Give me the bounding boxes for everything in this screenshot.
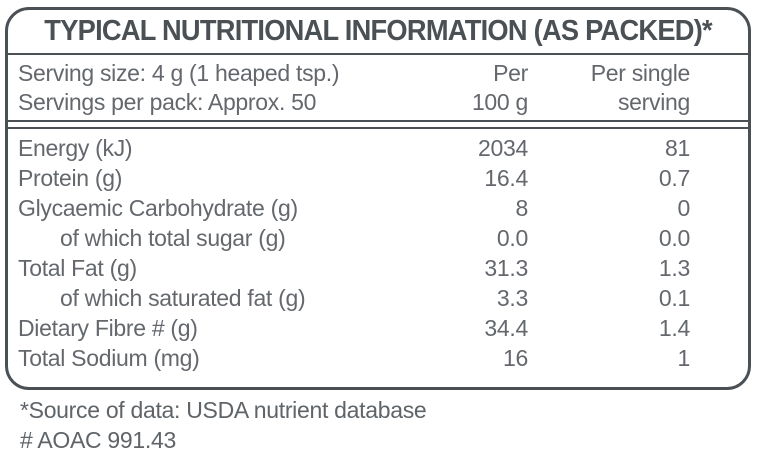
per-serving-value: 0.7 [658,165,690,191]
per-serving-value: 1.3 [658,255,690,281]
nutrient-label: Protein (g) [18,165,123,191]
per-100g-value: 16 [503,345,528,371]
footnote-source: *Source of data: USDA nutrient database [20,397,427,423]
per-serving-value: 81 [665,135,690,161]
table-row-sodium: Total Sodium (mg) 16 1 [8,343,748,373]
table-row-saturated-fat: of which saturated fat (g) 3.3 0.1 [8,283,748,313]
footnotes: *Source of data: USDA nutrient database … [20,395,427,455]
per-100g-line1: Per [493,60,528,86]
nutrient-label: Glycaemic Carbohydrate (g) [18,195,298,221]
nutrient-label: of which total sugar (g) [60,225,286,251]
serving-info: Serving size: 4 g (1 heaped tsp.) Servin… [18,59,366,117]
table-row-energy: Energy (kJ) 2034 81 [8,133,748,163]
footnote-method: # AOAC 991.43 [20,427,176,453]
nutrient-label: of which saturated fat (g) [60,285,306,311]
per-serving-line1: Per single [590,60,691,86]
per-serving-value: 0.1 [658,285,690,311]
per-100g-value: 31.3 [484,255,528,281]
per-serving-value: 1 [677,345,691,371]
per-100g-line2: 100 g [471,89,528,115]
servings-per-pack-text: Servings per pack: Approx. 50 [18,89,317,115]
per-100g-value: 0.0 [496,225,528,251]
per-serving-value: 0 [677,195,691,221]
table-row-total-fat: Total Fat (g) 31.3 1.3 [8,253,748,283]
per-100g-value: 8 [515,195,529,221]
column-header-per-serving: Per single serving [528,59,691,117]
per-100g-value: 16.4 [484,165,528,191]
page-title: TYPICAL NUTRITIONAL INFORMATION (AS PACK… [44,15,712,47]
nutrient-rows: Energy (kJ) 2034 81 Protein (g) 16.4 0.7… [8,129,748,373]
table-row-total-sugar: of which total sugar (g) 0.0 0.0 [8,223,748,253]
column-header-per-100g: Per 100 g [366,59,528,117]
nutrient-label: Total Fat (g) [18,255,137,281]
per-serving-value: 1.4 [658,315,690,341]
nutrient-label: Dietary Fibre # (g) [18,315,198,341]
nutrient-label: Total Sodium (mg) [18,345,200,371]
per-serving-line2: serving [617,89,690,115]
per-100g-value: 2034 [478,135,528,161]
double-rule-divider [8,120,748,129]
serving-size-text: Serving size: 4 g (1 heaped tsp.) [18,60,340,86]
nutrition-label-box: TYPICAL NUTRITIONAL INFORMATION (AS PACK… [5,7,751,390]
table-row-protein: Protein (g) 16.4 0.7 [8,163,748,193]
per-serving-value: 0.0 [658,225,690,251]
per-100g-value: 3.3 [496,285,528,311]
table-row-carbohydrate: Glycaemic Carbohydrate (g) 8 0 [8,193,748,223]
per-100g-value: 34.4 [484,315,528,341]
table-row-dietary-fibre: Dietary Fibre # (g) 34.4 1.4 [8,313,748,343]
title-band: TYPICAL NUTRITIONAL INFORMATION (AS PACK… [8,10,748,55]
serving-header-section: Serving size: 4 g (1 heaped tsp.) Servin… [8,55,748,120]
nutrient-label: Energy (kJ) [18,135,133,161]
